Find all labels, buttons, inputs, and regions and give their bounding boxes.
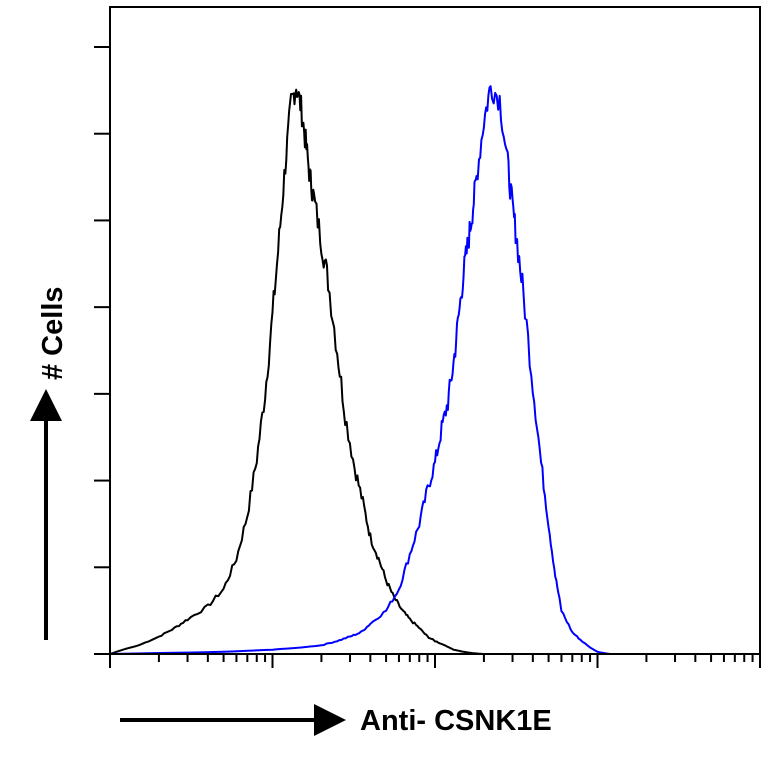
axis-ticks xyxy=(94,46,761,668)
y-axis-title: # Cells xyxy=(37,287,69,381)
series-line-1 xyxy=(109,88,484,655)
series-line-2 xyxy=(109,85,611,655)
series-layer xyxy=(109,85,760,655)
x-axis-title: Anti- CSNK1E xyxy=(360,705,552,737)
plot-frame xyxy=(109,6,761,655)
